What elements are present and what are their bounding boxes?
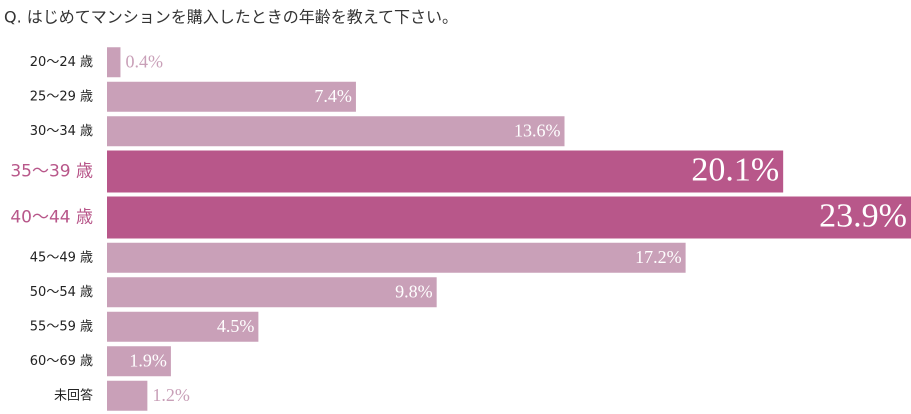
bar <box>107 277 437 308</box>
category-label: 30〜34 歳 <box>30 124 93 139</box>
category-label: 60〜69 歳 <box>30 354 93 369</box>
category-label: 25〜29 歳 <box>30 89 93 104</box>
value-label: 20.1% <box>691 151 779 188</box>
bar <box>107 81 356 112</box>
bar <box>107 196 911 239</box>
bar <box>107 116 565 147</box>
category-label: 50〜54 歳 <box>30 285 93 300</box>
bar <box>107 346 171 377</box>
bar <box>107 380 148 411</box>
category-label: 45〜49 歳 <box>30 250 93 265</box>
category-label: 55〜59 歳 <box>30 319 93 334</box>
value-label: 23.9% <box>819 197 907 234</box>
value-label: 9.8% <box>395 281 433 301</box>
category-label: 40〜44 歳 <box>10 208 93 228</box>
value-label: 4.5% <box>217 316 255 336</box>
category-label: 未回答 <box>54 387 93 403</box>
bar <box>107 242 686 273</box>
chart-title: Q. はじめてマンションを購入したときの年齢を教えて下さい。 <box>4 8 458 27</box>
value-label: 1.2% <box>152 385 190 405</box>
value-label: 7.4% <box>314 86 352 106</box>
category-label: 35〜39 歳 <box>10 162 93 182</box>
bar <box>107 150 784 193</box>
value-label: 0.4% <box>125 51 163 71</box>
value-label: 1.9% <box>129 350 167 370</box>
value-label: 13.6% <box>514 120 561 140</box>
category-label: 20〜24 歳 <box>30 55 93 70</box>
bar <box>107 311 259 342</box>
value-label: 17.2% <box>635 247 682 267</box>
bar <box>107 47 121 78</box>
